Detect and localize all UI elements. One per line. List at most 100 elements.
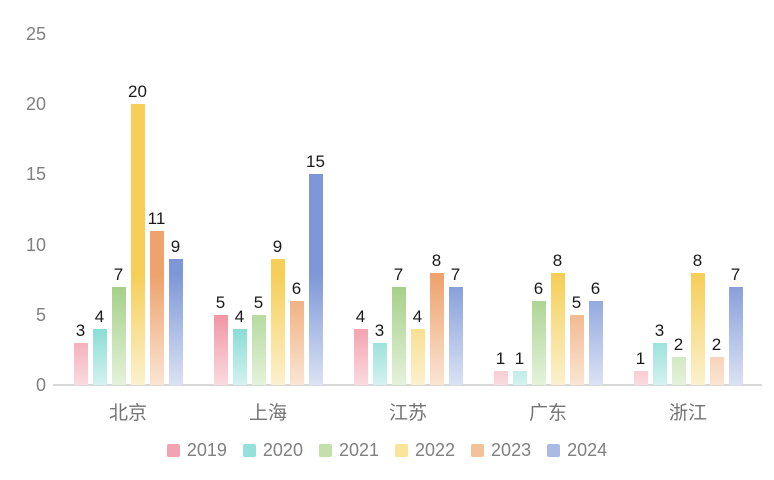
- bar-value-label: 3: [374, 320, 385, 340]
- bar-2023-浙江: [709, 356, 724, 385]
- y-tick-label: 10: [25, 234, 46, 255]
- bar-value-label: 6: [291, 278, 302, 298]
- bar-wrap: 7: [391, 265, 406, 385]
- bar-value-label: 5: [253, 292, 264, 312]
- bar-2021-广东: [531, 300, 546, 385]
- y-tick-label: 0: [35, 375, 46, 395]
- bar-wrap: 4: [353, 307, 368, 385]
- y-tick-label: 25: [25, 24, 46, 44]
- bar-2019-上海: [213, 314, 228, 385]
- bar-wrap: 6: [588, 279, 603, 385]
- bar-value-label: 7: [730, 264, 741, 284]
- bar-wrap: 1: [633, 349, 648, 385]
- bar-value-label: 8: [552, 250, 563, 270]
- bar-value-label: 4: [94, 306, 105, 326]
- bar-value-label: 4: [355, 306, 366, 326]
- bar-2024-浙江: [728, 286, 743, 385]
- bar-wrap: 3: [372, 321, 387, 385]
- legend-swatch-icon: [166, 444, 180, 457]
- bar-wrap: 4: [232, 307, 247, 385]
- bar-2024-北京: [168, 258, 183, 385]
- bar-wrap: 15: [306, 152, 325, 385]
- y-tick-label: 5: [35, 304, 46, 325]
- bar-value-label: 2: [711, 334, 722, 354]
- legend: 2019 2020 2021 2022 2023 2024: [0, 440, 774, 461]
- bar-wrap: 7: [111, 265, 126, 385]
- bar-2022-江苏: [410, 328, 425, 385]
- bar-value-label: 7: [393, 264, 404, 284]
- bar-wrap: 7: [448, 265, 463, 385]
- y-tick-label: 15: [25, 164, 46, 185]
- bar-2022-上海: [270, 258, 285, 385]
- bar-2021-上海: [251, 314, 266, 385]
- legend-swatch-icon: [242, 444, 256, 457]
- bar-2019-北京: [73, 342, 88, 385]
- bar-value-label: 7: [113, 264, 124, 284]
- bar-2024-江苏: [448, 286, 463, 385]
- bar-wrap: 7: [728, 265, 743, 385]
- bar-2024-上海: [308, 174, 323, 385]
- bar-2020-江苏: [372, 342, 387, 385]
- bar-wrap: 3: [652, 321, 667, 385]
- bar-group: 5 4 5 9 6 15 上海: [213, 152, 325, 424]
- legend-swatch-icon: [547, 444, 561, 457]
- bar-value-label: 5: [571, 292, 582, 312]
- bar-value-label: 4: [412, 306, 423, 326]
- bar-2019-广东: [493, 370, 508, 385]
- bar-value-label: 9: [272, 236, 283, 256]
- bar-value-label: 3: [75, 320, 86, 340]
- bar-2020-广东: [512, 370, 527, 385]
- category-label: 江苏: [388, 403, 428, 424]
- bar-value-label: 8: [431, 250, 442, 270]
- bar-wrap: 5: [213, 293, 228, 385]
- bar-group: 1 1 6 8 5 6 广东: [493, 251, 603, 424]
- bar-2021-江苏: [391, 286, 406, 385]
- plot-area: 3 4 7 20 11 9 北京 5 4 5 9 6 15 上海 4 3 7 4 8 7 江苏 1 1 6 8 5 6 广东 1 3 2 8 2…: [58, 34, 758, 424]
- legend-item-2019: 2019: [166, 440, 227, 461]
- category-label: 浙江: [668, 403, 708, 424]
- bar-wrap: 8: [429, 251, 444, 385]
- bar-value-label: 6: [590, 278, 601, 298]
- legend-item-2020: 2020: [242, 440, 303, 461]
- bar-value-label: 2: [673, 334, 684, 354]
- bar-value-label: 4: [234, 306, 245, 326]
- legend-swatch-icon: [471, 444, 485, 457]
- bar-2022-浙江: [690, 272, 705, 385]
- y-tick-label: 20: [25, 94, 46, 115]
- bar-2021-浙江: [671, 356, 686, 385]
- legend-label: 2020: [262, 440, 303, 460]
- bar-group: 4 3 7 4 8 7 江苏: [353, 251, 463, 424]
- bar-wrap: 3: [73, 321, 88, 385]
- bar-group: 3 4 7 20 11 9 北京: [73, 82, 183, 424]
- bar-wrap: 5: [569, 293, 584, 385]
- legend-swatch-icon: [395, 444, 408, 457]
- bar-2019-浙江: [633, 370, 648, 385]
- bar-value-label: 7: [450, 264, 461, 284]
- bar-value-label: 3: [654, 320, 665, 340]
- bar-value-label: 1: [635, 348, 646, 368]
- bar-value-label: 9: [170, 236, 181, 256]
- legend-item-2024: 2024: [547, 440, 607, 461]
- x-axis-line: [53, 384, 762, 386]
- category-label: 北京: [108, 403, 148, 424]
- bar-wrap: 9: [270, 237, 285, 385]
- bar-2023-上海: [289, 300, 304, 385]
- legend-label: 2023: [491, 440, 532, 460]
- legend-label: 2019: [186, 440, 227, 460]
- category-label: 广东: [528, 403, 568, 424]
- bar-wrap: 20: [128, 82, 147, 385]
- bar-value-label: 1: [514, 348, 525, 368]
- bar-value-label: 15: [306, 152, 325, 172]
- legend-item-2022: 2022: [395, 440, 455, 461]
- bar-wrap: 8: [550, 251, 565, 385]
- bar-value-label: 6: [533, 278, 544, 298]
- bar-wrap: 6: [289, 279, 304, 385]
- bar-wrap: 1: [512, 349, 527, 385]
- bar-2024-广东: [588, 300, 603, 385]
- category-label: 上海: [248, 403, 288, 424]
- bar-value-label: 20: [128, 82, 147, 102]
- bar-value-label: 5: [215, 292, 226, 312]
- bar-wrap: 9: [168, 237, 183, 385]
- legend-label: 2024: [567, 440, 608, 460]
